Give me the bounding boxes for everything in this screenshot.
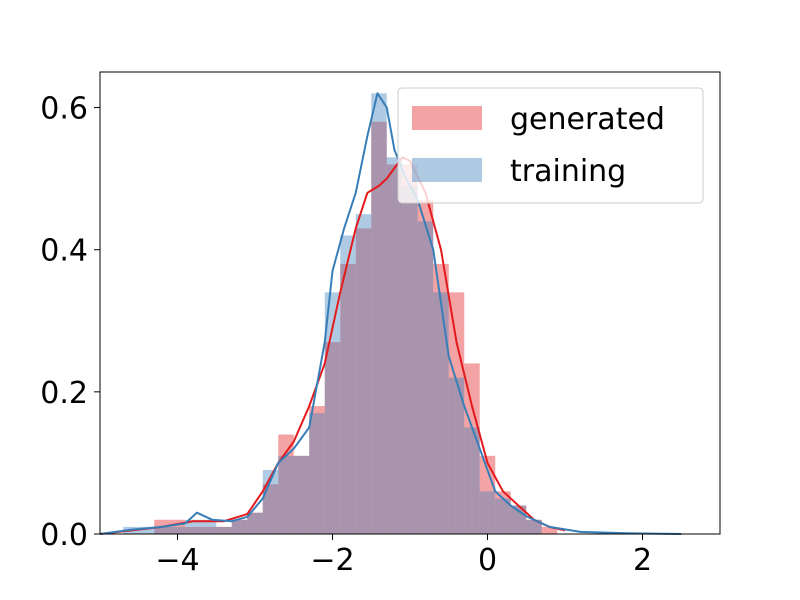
legend: generated training [397, 87, 704, 204]
hist-bar-training-4 [185, 519, 201, 534]
hist-bar-generated-3 [200, 526, 217, 534]
hist-bar-generated-5 [231, 519, 248, 534]
hist-bar-generated-16 [402, 164, 418, 534]
hist-bar-generated-10 [309, 406, 325, 534]
hist-bar-generated-24 [526, 519, 542, 534]
hist-bar-training-16 [371, 93, 387, 534]
y-tick-label-3: 0.6 [40, 92, 88, 127]
hist-bar-training-7 [231, 519, 248, 534]
hist-bar-training-6 [216, 526, 232, 534]
kde-line-generated [99, 156, 566, 535]
hist-bar-training-10 [278, 455, 294, 534]
y-tick-label-2: 0.4 [40, 234, 88, 269]
hist-bar-generated-19 [448, 292, 465, 534]
hist-bar-training-3 [169, 526, 186, 534]
hist-bar-training-11 [293, 455, 310, 534]
y-axis: 0.0 0.2 0.4 0.6 [40, 92, 100, 553]
hist-bar-generated-17 [417, 199, 434, 534]
x-tick-label-0: −4 [155, 543, 199, 578]
hist-bar-generated-6 [247, 512, 263, 534]
hist-bar-training-13 [324, 292, 341, 534]
hist-bar-generated-20 [464, 363, 480, 534]
plot-area [123, 93, 558, 535]
hist-bar-training-17 [386, 157, 403, 535]
hist-bar-training-21 [448, 377, 465, 534]
legend-label-training: training [510, 154, 626, 189]
hist-bar-generated-12 [340, 263, 356, 534]
legend-swatch-generated [412, 106, 482, 130]
hist-bar-training-2 [154, 526, 170, 534]
hist-bar-generated-2 [185, 526, 201, 534]
hist-bar-training-1 [138, 526, 155, 534]
legend-box [397, 87, 704, 204]
hist-bar-generated-7 [262, 484, 279, 534]
hist-bar-generated-21 [479, 455, 496, 534]
hist-bar-generated-4 [216, 526, 232, 534]
hist-bar-training-19 [417, 221, 434, 534]
hist-bar-generated-14 [371, 121, 387, 534]
x-tick-label-2: 0 [478, 543, 497, 578]
hist-bar-training-20 [433, 292, 449, 534]
legend-label-generated: generated [510, 102, 665, 137]
y-tick-label-1: 0.2 [40, 376, 88, 411]
hist-bar-training-8 [247, 512, 263, 534]
hist-bar-training-23 [479, 491, 496, 534]
y-tick-label-0: 0.0 [40, 518, 88, 553]
legend-swatch-training [412, 158, 482, 182]
hist-bar-training-12 [309, 413, 325, 534]
kde-lines [99, 92, 682, 535]
hist-bar-training-24 [495, 498, 511, 534]
x-tick-label-1: −2 [310, 543, 354, 578]
hist-bar-generated-25 [541, 526, 558, 534]
hist-bar-generated-11 [324, 342, 341, 534]
hist-bar-generated-9 [293, 455, 310, 534]
hist-bar-generated-15 [386, 164, 403, 534]
hist-bar-training-15 [355, 214, 372, 534]
kde-line-training [99, 92, 682, 535]
hist-bar-training-14 [340, 235, 356, 535]
x-tick-label-3: 2 [633, 543, 652, 578]
hist-bar-training-5 [200, 519, 217, 534]
x-axis: −4 −2 0 2 [155, 534, 652, 578]
hist-bar-training-22 [464, 427, 480, 534]
hist-bar-training-18 [402, 185, 418, 534]
plot-frame [99, 71, 721, 535]
hist-bar-generated-13 [355, 228, 372, 534]
hist-bar-training-26 [526, 519, 542, 534]
